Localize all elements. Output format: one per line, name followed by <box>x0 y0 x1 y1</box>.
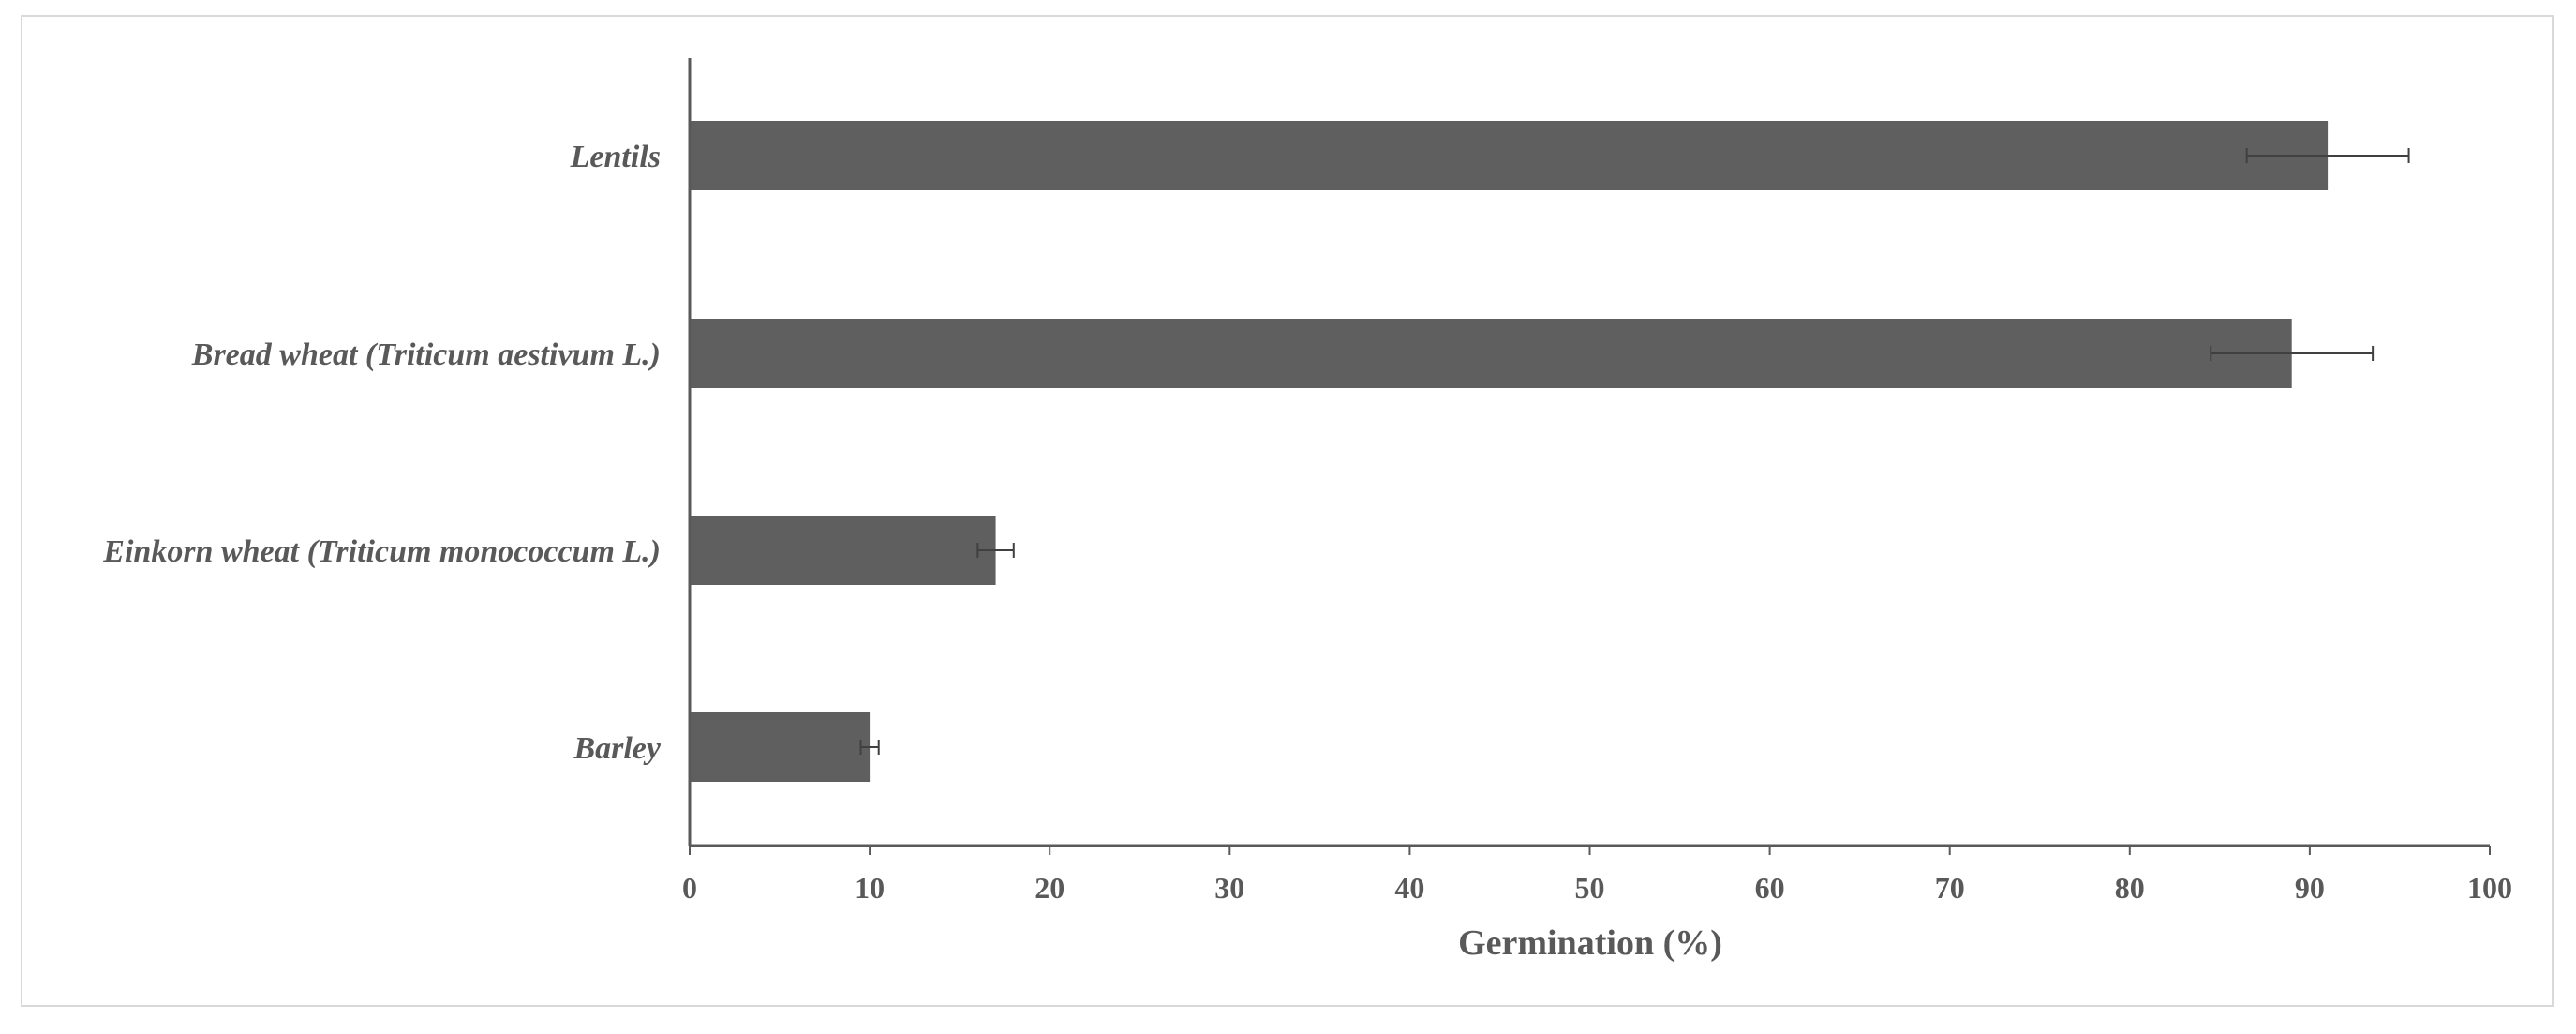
x-axis-title: Germination (%) <box>1458 923 1722 963</box>
bar-2 <box>690 319 2292 388</box>
x-tick-label-100: 100 <box>2467 871 2512 905</box>
bar-4 <box>690 712 871 782</box>
error-bar-3 <box>976 543 1015 558</box>
x-tick-label-20: 20 <box>1035 871 1065 905</box>
bar-1 <box>690 121 2329 190</box>
axes-layer <box>688 58 2491 855</box>
error-bar-1 <box>2245 148 2410 163</box>
category-label-3: Einkorn wheat (Triticum monococcum L.) <box>102 534 661 569</box>
bar-3 <box>690 516 996 585</box>
x-tick-label-40: 40 <box>1394 871 1424 905</box>
x-tick-labels-layer: 0 10 20 30 40 50 60 70 80 90 100 <box>682 871 2512 905</box>
x-tick-label-10: 10 <box>855 871 885 905</box>
category-label-1: Lentils <box>570 140 661 174</box>
category-label-2: Bread wheat (Triticum aestivum L.) <box>191 337 661 372</box>
x-tick-label-60: 60 <box>1755 871 1785 905</box>
x-tick-label-30: 30 <box>1214 871 1244 905</box>
category-labels-layer: Lentils Bread wheat (Triticum aestivum L.… <box>102 140 662 766</box>
error-bars-layer <box>859 148 2410 755</box>
x-tick-label-50: 50 <box>1575 871 1605 905</box>
error-bar-2 <box>2210 346 2375 361</box>
x-tick-label-0: 0 <box>682 871 697 905</box>
bars-layer <box>690 121 2329 782</box>
x-tick-label-80: 80 <box>2115 871 2145 905</box>
category-label-4: Barley <box>573 731 661 766</box>
error-bar-4 <box>859 740 880 755</box>
x-tick-label-90: 90 <box>2295 871 2325 905</box>
x-tick-label-70: 70 <box>1935 871 1965 905</box>
